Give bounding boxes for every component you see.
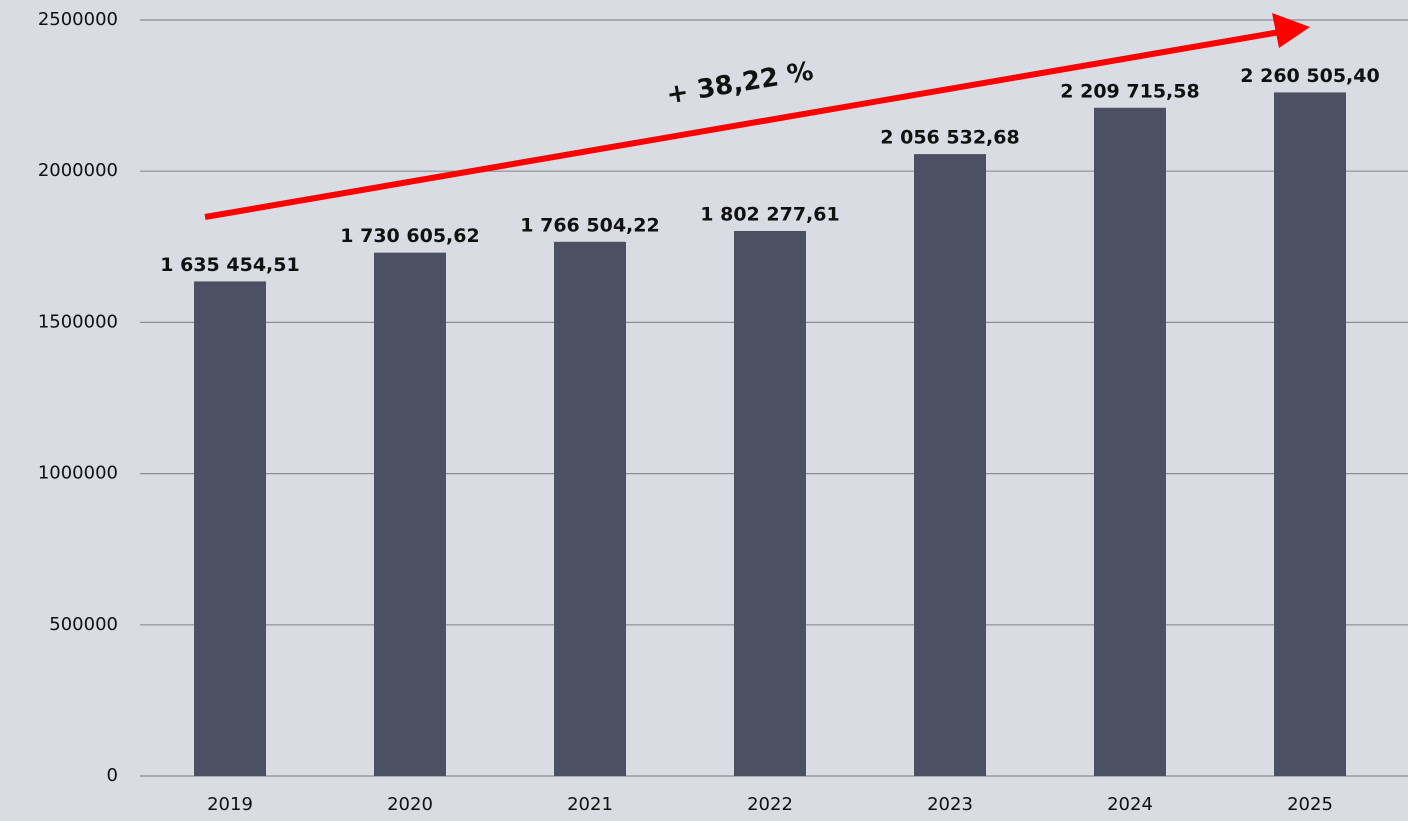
- bar: [1274, 92, 1346, 777]
- value-label: 1 802 277,61: [700, 203, 839, 225]
- bar: [1094, 107, 1166, 777]
- x-tick-label: 2020: [387, 794, 433, 815]
- bar: [734, 230, 806, 776]
- x-tick-label: 2024: [1107, 794, 1153, 815]
- bar: [374, 252, 446, 776]
- trend-arrow: [204, 29, 1281, 220]
- value-label: 2 056 532,68: [880, 127, 1019, 149]
- y-tick-label: 2000000: [38, 160, 118, 181]
- x-tick-label: 2022: [747, 794, 793, 815]
- y-tick-label: 500000: [49, 614, 118, 635]
- x-tick-label: 2019: [207, 794, 253, 815]
- y-tick-label: 0: [107, 765, 118, 786]
- bar: [914, 154, 986, 777]
- y-tick-label: 1500000: [38, 311, 118, 332]
- bar: [554, 241, 626, 776]
- arrow-head: [1272, 13, 1310, 48]
- y-tick-label: 2500000: [38, 9, 118, 30]
- value-label: 2 260 505,40: [1240, 65, 1379, 87]
- value-label: 1 730 605,62: [340, 225, 479, 247]
- value-label: 2 209 715,58: [1060, 80, 1199, 102]
- value-label: 1 635 454,51: [160, 254, 299, 276]
- bars: [194, 92, 1346, 777]
- x-tick-label: 2021: [567, 794, 613, 815]
- x-tick-label: 2025: [1287, 794, 1333, 815]
- bar: [194, 281, 266, 776]
- value-label: 1 766 504,22: [520, 214, 659, 236]
- y-tick-label: 1000000: [38, 463, 118, 484]
- x-tick-label: 2023: [927, 794, 973, 815]
